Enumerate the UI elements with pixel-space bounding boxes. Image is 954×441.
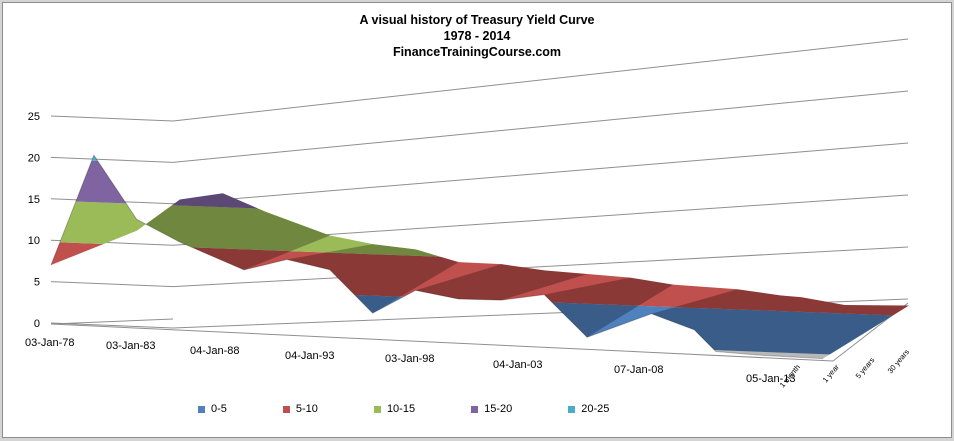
legend-item-10-15: 10-15 xyxy=(373,401,416,417)
surface-facet xyxy=(329,249,459,314)
legend-item-5-10: 5-10 xyxy=(282,401,318,417)
x-tick-label: 03-Jan-78 xyxy=(25,337,75,349)
band-5-10 xyxy=(51,240,909,318)
x-tick-label: 03-Jan-83 xyxy=(106,340,156,352)
depth-tick-label: 30 years xyxy=(886,347,912,375)
legend-label: 5-10 xyxy=(295,403,318,415)
surface-facet xyxy=(694,295,802,352)
legend-swatch xyxy=(373,405,381,413)
chart-subtitle-years: 1978 - 2014 xyxy=(443,29,511,43)
y-tick-label: 25 xyxy=(28,111,40,123)
y-tick-label: 10 xyxy=(28,235,40,247)
surface-facet xyxy=(758,305,909,359)
y-tick-label: 15 xyxy=(28,194,40,206)
legend-item-15-20: 15-20 xyxy=(471,401,512,417)
legend-swatch xyxy=(471,405,479,413)
legend-swatch xyxy=(198,405,205,413)
gridline-15 xyxy=(50,142,909,205)
surface-layer xyxy=(50,154,909,360)
depth-tick-label: 5 years xyxy=(854,355,877,380)
y-tick-label: 20 xyxy=(28,152,40,164)
legend-label: 0-5 xyxy=(211,403,227,415)
surface-front-edge xyxy=(50,154,824,360)
legend-swatch xyxy=(282,405,290,413)
gridline-5 xyxy=(50,246,909,288)
surface-facet xyxy=(179,211,330,270)
surface-facet xyxy=(458,270,588,301)
surface-bands xyxy=(51,155,909,359)
x-tick-label: 04-Jan-93 xyxy=(285,350,335,362)
legend-label: 15-20 xyxy=(484,403,513,415)
gridline-25 xyxy=(50,38,909,122)
surface-facet xyxy=(415,264,545,299)
surface-facet xyxy=(136,193,266,243)
y-tick-label: 0 xyxy=(34,318,40,330)
grid-layer xyxy=(50,38,909,362)
band-20-25 xyxy=(51,155,909,194)
legend-swatch xyxy=(568,405,576,413)
legend-item-20-25: 20-25 xyxy=(568,401,609,417)
legend-label: 10-15 xyxy=(386,403,416,415)
x-tick-label: 04-Jan-88 xyxy=(190,345,240,357)
x-tick-label: 03-Jan-98 xyxy=(385,353,435,365)
axis-layer: 0 5 10 15 20 25 03-Jan-78 03-Jan-83 04-Jan-88 04-… xyxy=(25,111,911,389)
depth-tick-label: 1 year xyxy=(821,362,842,384)
floor-left-edge xyxy=(50,318,174,325)
legend-item-0-5: 0-5 xyxy=(198,401,227,417)
floor-front-edge xyxy=(50,323,834,362)
legend: 0-5 5-10 10-15 15-20 20-25 xyxy=(198,401,609,417)
x-tick-label: 07-Jan-08 xyxy=(614,364,664,376)
y-tick-label: 5 xyxy=(34,277,40,289)
plot-area: 0 5 10 15 20 25 03-Jan-78 03-Jan-83 04-Jan-88 04-… xyxy=(25,38,911,389)
x-tick-label: 04-Jan-03 xyxy=(493,359,543,371)
surface-facet xyxy=(715,297,845,356)
surface-facet xyxy=(651,289,781,330)
chart-subtitle-site: FinanceTrainingCourse.com xyxy=(392,45,562,59)
band-15-20 xyxy=(51,157,909,235)
surface-facet xyxy=(544,277,674,338)
surface-facet xyxy=(51,155,180,265)
gridline-20 xyxy=(50,90,909,163)
chart-title: A visual history of Treasury Yield Curve xyxy=(359,13,595,27)
surface-facet xyxy=(286,244,416,270)
x-tick-label: 05-Jan-13 xyxy=(746,373,796,385)
legend-label: 20-25 xyxy=(581,403,610,415)
